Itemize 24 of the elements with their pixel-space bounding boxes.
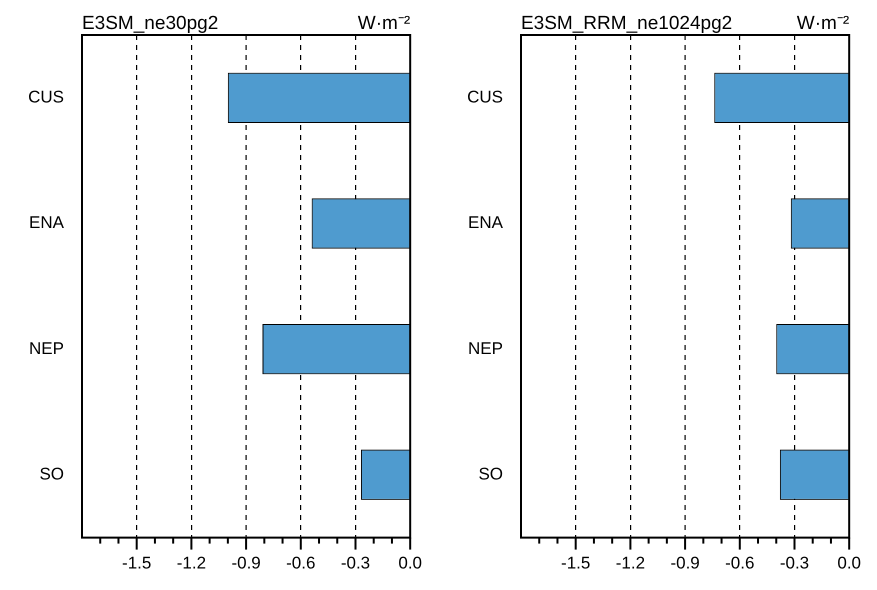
text: W·m⁻² xyxy=(358,13,410,34)
x-tick-label: -0.3 xyxy=(780,553,810,572)
text: W·m⁻² xyxy=(796,13,850,34)
y-tick-label: CUS xyxy=(467,88,503,107)
y-tick-label: NEP xyxy=(29,338,64,358)
y-tick-label: SO xyxy=(39,464,64,484)
x-tick-label: -0.9 xyxy=(670,553,700,572)
x-tick-label: -0.3 xyxy=(340,553,370,572)
x-tick-label: -1.5 xyxy=(122,553,152,572)
y-tick-label: SO xyxy=(478,464,503,484)
x-tick-label: 0.0 xyxy=(398,553,422,572)
x-tick-label: -1.5 xyxy=(561,553,590,572)
y-tick-label: CUS xyxy=(28,88,64,107)
x-tick-label: -0.6 xyxy=(725,553,754,572)
chart-title: E3SM_RRM_ne1024pg2 xyxy=(521,13,732,34)
chart-title: E3SM_ne30pg2 xyxy=(82,13,218,34)
x-tick-label: -1.2 xyxy=(176,553,206,572)
y-tick-label: ENA xyxy=(468,213,504,232)
y-tick-label: NEP xyxy=(468,338,503,358)
x-tick-label: 0.0 xyxy=(837,553,862,572)
x-tick-label: -0.6 xyxy=(286,553,316,572)
x-tick-label: -0.9 xyxy=(231,553,261,572)
y-tick-label: ENA xyxy=(29,213,65,232)
x-tick-label: -1.2 xyxy=(616,553,646,572)
